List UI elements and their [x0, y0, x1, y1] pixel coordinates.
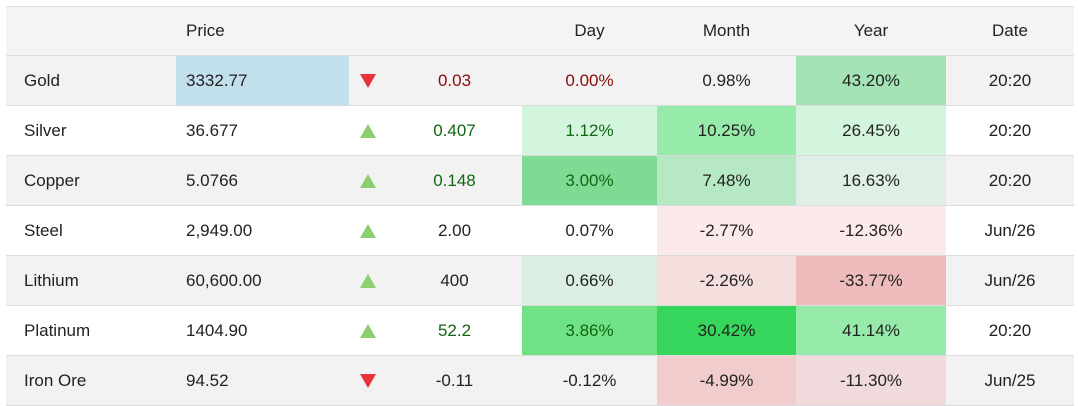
header-day[interactable]: Day	[522, 6, 657, 56]
change-cell: 2.00	[387, 205, 522, 256]
header-row: Price Day Month Year Date	[6, 6, 1074, 56]
month-cell: -2.26%	[657, 255, 796, 306]
year-cell: 26.45%	[796, 105, 946, 156]
triangle-up-icon	[360, 274, 376, 289]
header-price[interactable]: Price	[176, 6, 349, 56]
triangle-down-icon	[360, 74, 376, 89]
price-cell: 60,600.00	[176, 255, 349, 306]
commodity-name-link[interactable]: Gold	[6, 55, 176, 106]
month-cell: 0.98%	[657, 55, 796, 106]
year-cell: -12.36%	[796, 205, 946, 256]
price-cell: 2,949.00	[176, 205, 349, 256]
header-change	[387, 6, 522, 56]
year-cell: 16.63%	[796, 155, 946, 206]
commodity-name-link[interactable]: Steel	[6, 205, 176, 256]
triangle-up-icon	[360, 224, 376, 239]
triangle-up-icon	[360, 324, 376, 339]
table-row[interactable]: Silver 36.677 0.407 1.12% 10.25% 26.45% …	[6, 105, 1074, 156]
commodity-name-link[interactable]: Silver	[6, 105, 176, 156]
table-row[interactable]: Platinum 1404.90 52.2 3.86% 30.42% 41.14…	[6, 305, 1074, 356]
arrow-cell	[349, 355, 387, 406]
table-row[interactable]: Lithium 60,600.00 400 0.66% -2.26% -33.7…	[6, 255, 1074, 306]
price-cell: 94.52	[176, 355, 349, 406]
price-cell: 5.0766	[176, 155, 349, 206]
change-cell: 400	[387, 255, 522, 306]
day-cell: 1.12%	[522, 105, 657, 156]
price-cell: 36.677	[176, 105, 349, 156]
header-year[interactable]: Year	[796, 6, 946, 56]
header-arrow	[349, 6, 387, 56]
commodity-name-link[interactable]: Iron Ore	[6, 355, 176, 406]
day-cell: 0.00%	[522, 55, 657, 106]
header-month[interactable]: Month	[657, 6, 796, 56]
header-name	[6, 6, 176, 56]
date-cell: Jun/26	[946, 205, 1074, 256]
header-date[interactable]: Date	[946, 6, 1074, 56]
change-cell: 0.148	[387, 155, 522, 206]
change-cell: 0.407	[387, 105, 522, 156]
arrow-cell	[349, 255, 387, 306]
price-cell: 3332.77	[176, 55, 349, 106]
table-row[interactable]: Iron Ore 94.52 -0.11 -0.12% -4.99% -11.3…	[6, 355, 1074, 406]
triangle-up-icon	[360, 174, 376, 189]
year-cell: -33.77%	[796, 255, 946, 306]
arrow-cell	[349, 205, 387, 256]
month-cell: -2.77%	[657, 205, 796, 256]
day-cell: 3.86%	[522, 305, 657, 356]
date-cell: 20:20	[946, 155, 1074, 206]
commodities-table: Price Day Month Year Date Gold 3332.77 0…	[6, 6, 1074, 406]
arrow-cell	[349, 55, 387, 106]
table-row[interactable]: Copper 5.0766 0.148 3.00% 7.48% 16.63% 2…	[6, 155, 1074, 206]
month-cell: 30.42%	[657, 305, 796, 356]
date-cell: 20:20	[946, 55, 1074, 106]
commodity-name-link[interactable]: Lithium	[6, 255, 176, 306]
day-cell: -0.12%	[522, 355, 657, 406]
commodity-name-link[interactable]: Platinum	[6, 305, 176, 356]
month-cell: 10.25%	[657, 105, 796, 156]
date-cell: 20:20	[946, 105, 1074, 156]
year-cell: -11.30%	[796, 355, 946, 406]
commodities-table-container: Price Day Month Year Date Gold 3332.77 0…	[6, 6, 1074, 406]
commodity-name-link[interactable]: Copper	[6, 155, 176, 206]
change-cell: 0.03	[387, 55, 522, 106]
price-cell: 1404.90	[176, 305, 349, 356]
arrow-cell	[349, 305, 387, 356]
table-row[interactable]: Gold 3332.77 0.03 0.00% 0.98% 43.20% 20:…	[6, 55, 1074, 106]
day-cell: 3.00%	[522, 155, 657, 206]
change-cell: 52.2	[387, 305, 522, 356]
day-cell: 0.66%	[522, 255, 657, 306]
month-cell: -4.99%	[657, 355, 796, 406]
change-cell: -0.11	[387, 355, 522, 406]
triangle-up-icon	[360, 124, 376, 139]
year-cell: 43.20%	[796, 55, 946, 106]
date-cell: Jun/26	[946, 255, 1074, 306]
table-row[interactable]: Steel 2,949.00 2.00 0.07% -2.77% -12.36%…	[6, 205, 1074, 256]
triangle-down-icon	[360, 374, 376, 389]
arrow-cell	[349, 105, 387, 156]
month-cell: 7.48%	[657, 155, 796, 206]
day-cell: 0.07%	[522, 205, 657, 256]
date-cell: 20:20	[946, 305, 1074, 356]
arrow-cell	[349, 155, 387, 206]
date-cell: Jun/25	[946, 355, 1074, 406]
year-cell: 41.14%	[796, 305, 946, 356]
